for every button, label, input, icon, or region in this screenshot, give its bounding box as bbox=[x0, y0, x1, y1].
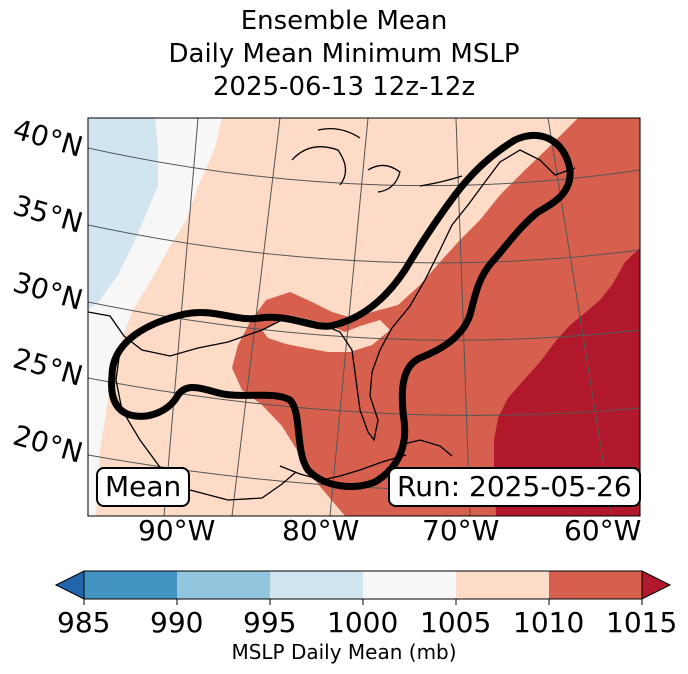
colorbar-tick-1015: 1015 bbox=[606, 606, 678, 639]
colorbar bbox=[54, 570, 672, 605]
colorbar-tick-1010: 1010 bbox=[513, 606, 585, 639]
colorbar-bin-1010-1015 bbox=[549, 571, 642, 599]
colorbar-tick-995: 995 bbox=[243, 606, 297, 639]
colorbar-tick-985: 985 bbox=[57, 606, 111, 639]
colorbar-bin-1005-1010 bbox=[456, 571, 549, 599]
run-date-badge: Run: 2025-05-26 bbox=[388, 467, 641, 507]
lon-label-60w: 60°W bbox=[564, 514, 642, 547]
colorbar-bin-985-990 bbox=[84, 571, 177, 599]
contour-outline bbox=[108, 132, 574, 490]
lon-label-70w: 70°W bbox=[422, 514, 500, 547]
colorbar-bin-1000-1005 bbox=[363, 571, 456, 599]
title-line-3: 2025-06-13 12z-12z bbox=[212, 72, 476, 102]
colorbar-extend-high bbox=[641, 570, 672, 600]
pressure-field-gulf-coast bbox=[262, 315, 390, 352]
colorbar-label: MSLP Daily Mean (mb) bbox=[231, 640, 457, 664]
map-area bbox=[88, 118, 640, 516]
colorbar-extend-low bbox=[54, 570, 85, 600]
colorbar-bin-990-995 bbox=[177, 571, 270, 599]
pressure-field-995-1000 bbox=[88, 118, 158, 310]
lon-label-90w: 90°W bbox=[138, 514, 216, 547]
pressure-field-above-1015 bbox=[494, 248, 640, 516]
lon-label-80w: 80°W bbox=[282, 514, 360, 547]
colorbar-bin-995-1000 bbox=[270, 571, 363, 599]
title-line-1: Ensemble Mean bbox=[240, 6, 448, 36]
colorbar-tick-990: 990 bbox=[150, 606, 204, 639]
title-line-2: Daily Mean Minimum MSLP bbox=[168, 39, 520, 69]
colorbar-tick-1005: 1005 bbox=[420, 606, 492, 639]
map-frame bbox=[87, 117, 641, 517]
colorbar-tick-1000: 1000 bbox=[327, 606, 399, 639]
stat-badge: Mean bbox=[96, 467, 191, 507]
